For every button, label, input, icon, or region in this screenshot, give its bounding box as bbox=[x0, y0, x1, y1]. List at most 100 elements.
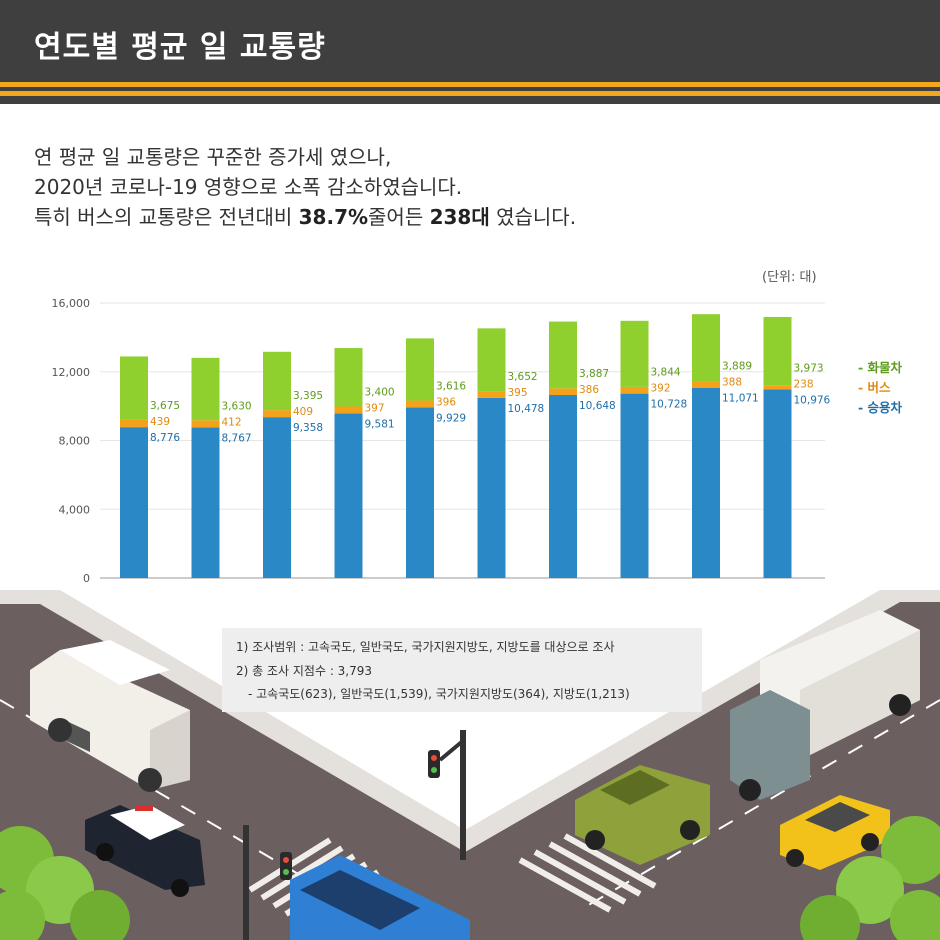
truck-bar bbox=[334, 348, 363, 407]
truck-value-label: 3,400 bbox=[365, 386, 395, 398]
truck-bar bbox=[191, 357, 220, 421]
box-truck-icon bbox=[730, 610, 920, 801]
header-stripe-base bbox=[0, 96, 940, 104]
legend-car: - 승용차 bbox=[858, 400, 903, 415]
police-car-icon bbox=[85, 805, 205, 897]
tree-icon bbox=[0, 826, 130, 940]
car-value-label: 11,071 bbox=[722, 393, 759, 405]
intro-line-3: 특히 버스의 교통량은 전년대비 38.7%줄어든 238대 였습니다. bbox=[34, 202, 576, 232]
car-bar bbox=[406, 407, 434, 578]
car-value-label: 10,728 bbox=[651, 399, 688, 411]
truck-bar bbox=[692, 314, 720, 382]
traffic-light-icon bbox=[428, 730, 466, 860]
car-bar bbox=[692, 387, 720, 578]
rv-icon bbox=[30, 640, 190, 792]
truck-value-label: 3,973 bbox=[794, 362, 824, 374]
unit-label: (단위: 대) bbox=[762, 270, 817, 285]
note-scope: 1) 조사범위 : 고속국도, 일반국도, 국가지원지방도, 지방도를 대상으로… bbox=[236, 640, 615, 654]
note-breakdown: - 고속국도(623), 일반국도(1,539), 국가지원지방도(364), … bbox=[248, 687, 630, 701]
truck-value-label: 3,616 bbox=[436, 380, 466, 392]
truck-value-label: 3,395 bbox=[293, 390, 323, 402]
truck-bar bbox=[263, 351, 291, 411]
bus-value-label: 412 bbox=[222, 416, 242, 428]
car-bar bbox=[477, 397, 506, 578]
bus-bar bbox=[120, 419, 148, 428]
truck-value-label: 3,675 bbox=[150, 400, 180, 412]
car-bar bbox=[263, 417, 291, 578]
tree-icon bbox=[800, 816, 940, 940]
car-bar bbox=[620, 393, 649, 578]
truck-bar bbox=[406, 338, 434, 401]
lane-line-right bbox=[579, 699, 940, 911]
intro-line-3-post: 였습니다. bbox=[489, 205, 577, 229]
truck-bar bbox=[763, 316, 792, 386]
car-value-label: 8,767 bbox=[222, 432, 252, 444]
car-bar bbox=[549, 394, 577, 578]
car-value-label: 10,648 bbox=[579, 400, 616, 412]
bus-bar bbox=[620, 386, 649, 394]
car-bar bbox=[763, 389, 792, 578]
legend-bus: - 버스 bbox=[858, 380, 891, 395]
car-bar bbox=[191, 427, 220, 578]
y-tick-label: 4,000 bbox=[59, 503, 91, 516]
intro-line-2: 2020년 코로나-19 영향으로 소폭 감소하였습니다. bbox=[34, 175, 463, 199]
bus-bar bbox=[191, 420, 220, 428]
truck-value-label: 3,887 bbox=[579, 368, 609, 380]
car-value-label: 8,776 bbox=[150, 432, 180, 444]
truck-value-label: 3,889 bbox=[722, 361, 752, 373]
legend-truck: - 화물차 bbox=[858, 360, 903, 375]
stacked-bar-chart: 04,0008,00012,00016,0008,7764393,6752011… bbox=[52, 297, 903, 604]
bus-value-label: 409 bbox=[293, 406, 313, 418]
bus-bar bbox=[763, 385, 792, 390]
car-value-label: 10,478 bbox=[508, 403, 545, 415]
header-bar: 연도별 평균 일 교통량 bbox=[0, 0, 940, 82]
bus-icon bbox=[290, 855, 470, 940]
bus-bar bbox=[692, 381, 720, 388]
bus-value-label: 386 bbox=[579, 384, 599, 396]
intro-text: 연 평균 일 교통량은 꾸준한 증가세 였으나, 2020년 코로나-19 영향… bbox=[34, 142, 576, 232]
notes-box: 1) 조사범위 : 고속국도, 일반국도, 국가지원지방도, 지방도를 대상으로… bbox=[222, 628, 702, 712]
intro-bus-count: 238대 bbox=[429, 205, 490, 229]
car-value-label: 9,358 bbox=[293, 422, 323, 434]
note-total-points: 2) 총 조사 지점수 : 3,793 bbox=[236, 664, 373, 678]
taxi-icon bbox=[780, 795, 890, 870]
pickup-truck-icon bbox=[575, 765, 710, 865]
intro-line-3-mid: 줄어든 bbox=[368, 205, 430, 229]
truck-bar bbox=[120, 356, 148, 420]
bus-bar bbox=[549, 388, 577, 395]
bus-value-label: 397 bbox=[365, 402, 385, 414]
car-bar bbox=[334, 413, 363, 578]
truck-bar bbox=[477, 328, 506, 392]
bus-bar bbox=[263, 410, 291, 418]
intro-line-3-pre: 특히 버스의 교통량은 전년대비 bbox=[34, 205, 299, 229]
truck-bar bbox=[620, 320, 649, 387]
bus-value-label: 395 bbox=[508, 387, 528, 399]
bus-value-label: 238 bbox=[794, 378, 814, 390]
header-stripe-bottom bbox=[0, 91, 940, 96]
truck-bar bbox=[549, 321, 577, 389]
bus-value-label: 396 bbox=[436, 396, 456, 408]
y-tick-label: 16,000 bbox=[52, 297, 91, 310]
car-value-label: 9,581 bbox=[365, 418, 395, 430]
y-tick-label: 8,000 bbox=[59, 435, 91, 448]
y-tick-label: 12,000 bbox=[52, 366, 91, 379]
car-value-label: 9,929 bbox=[436, 412, 466, 424]
intro-percent: 38.7% bbox=[298, 205, 369, 229]
car-bar bbox=[120, 427, 148, 578]
y-tick-label: 0 bbox=[83, 572, 90, 585]
header-stripe-top bbox=[0, 82, 940, 87]
traffic-light-icon bbox=[243, 825, 292, 940]
truck-value-label: 3,844 bbox=[651, 367, 681, 379]
intro-line-1: 연 평균 일 교통량은 꾸준한 증가세 였으나, bbox=[34, 145, 392, 169]
bus-value-label: 392 bbox=[651, 383, 671, 395]
page-title: 연도별 평균 일 교통량 bbox=[34, 30, 326, 65]
bus-bar bbox=[334, 406, 363, 414]
header-stripe-gap bbox=[0, 87, 940, 91]
bus-value-label: 439 bbox=[150, 416, 170, 428]
truck-value-label: 3,652 bbox=[508, 371, 538, 383]
car-value-label: 10,976 bbox=[794, 394, 831, 406]
bus-bar bbox=[406, 400, 434, 408]
bus-bar bbox=[477, 391, 506, 398]
bus-value-label: 388 bbox=[722, 377, 742, 389]
truck-value-label: 3,630 bbox=[222, 400, 252, 412]
